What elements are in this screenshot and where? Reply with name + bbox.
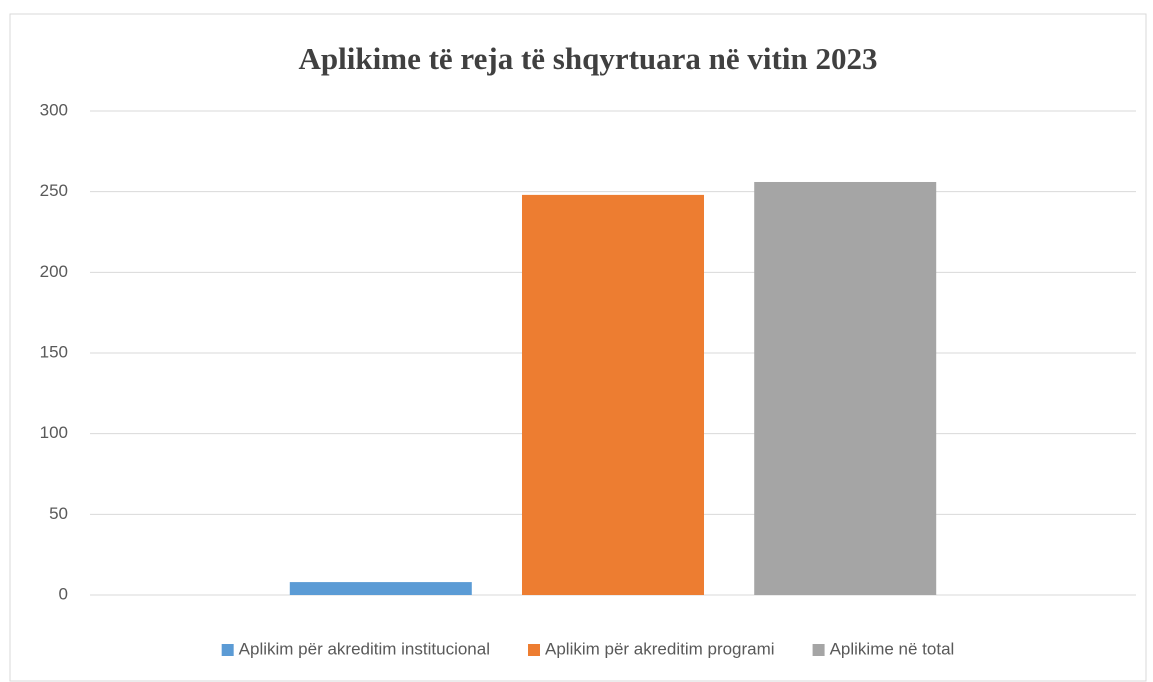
legend-label: Aplikim për akreditim institucional <box>239 639 490 658</box>
y-tick-label: 100 <box>40 423 68 442</box>
legend-swatch <box>528 644 541 656</box>
y-tick-label: 200 <box>40 262 68 281</box>
bar <box>289 582 472 595</box>
y-tick-label: 150 <box>40 342 68 361</box>
bar <box>754 181 937 595</box>
y-tick-label: 250 <box>40 181 68 200</box>
bar <box>521 194 705 596</box>
y-tick-label: 0 <box>59 584 68 603</box>
legend-swatch <box>221 644 234 656</box>
y-tick-label: 50 <box>49 504 68 523</box>
chart-title: Aplikime të reja të shqyrtuara në vitin … <box>299 41 878 76</box>
legend-label: Aplikime në total <box>830 639 955 658</box>
legend-label: Aplikim për akreditim programi <box>545 639 775 658</box>
legend-swatch <box>812 644 825 656</box>
y-tick-label: 300 <box>40 100 68 119</box>
